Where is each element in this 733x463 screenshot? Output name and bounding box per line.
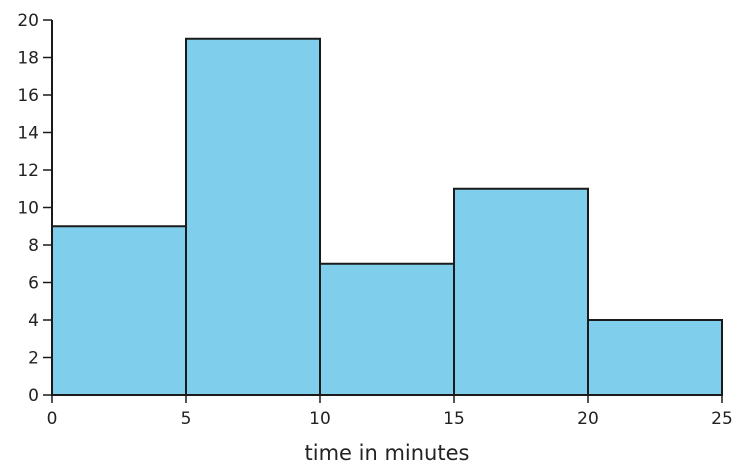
y-tick-label: 0 bbox=[28, 386, 39, 406]
y-tick-label: 2 bbox=[28, 349, 39, 369]
x-tick-label: 5 bbox=[181, 409, 192, 429]
bars-group bbox=[51, 37, 723, 396]
histogram-bar-4 bbox=[587, 319, 723, 396]
x-axis-title: time in minutes bbox=[305, 441, 470, 463]
x-tick-label: 25 bbox=[711, 409, 733, 429]
y-tick-label: 20 bbox=[17, 11, 39, 31]
x-ticks-group: 0 5 10 15 20 25 bbox=[47, 395, 733, 429]
histogram-bar-1 bbox=[185, 37, 321, 396]
y-tick-label: 8 bbox=[28, 236, 39, 256]
x-tick-label: 10 bbox=[309, 409, 331, 429]
histogram-bar-3 bbox=[453, 187, 589, 396]
x-tick-label: 15 bbox=[443, 409, 465, 429]
histogram-bar-2 bbox=[319, 262, 455, 396]
y-tick-label: 6 bbox=[28, 274, 39, 294]
y-tick-label: 16 bbox=[17, 86, 39, 106]
x-tick-label: 0 bbox=[47, 409, 58, 429]
y-tick-label: 12 bbox=[17, 161, 39, 181]
y-tick-label: 10 bbox=[17, 199, 39, 219]
histogram-bar-0 bbox=[51, 225, 187, 396]
x-tick-label: 20 bbox=[577, 409, 599, 429]
y-ticks-group: 0 2 4 6 8 10 12 14 16 18 20 bbox=[17, 11, 52, 406]
y-tick-label: 14 bbox=[17, 124, 39, 144]
y-tick-label: 18 bbox=[17, 49, 39, 69]
y-tick-label: 4 bbox=[28, 311, 39, 331]
